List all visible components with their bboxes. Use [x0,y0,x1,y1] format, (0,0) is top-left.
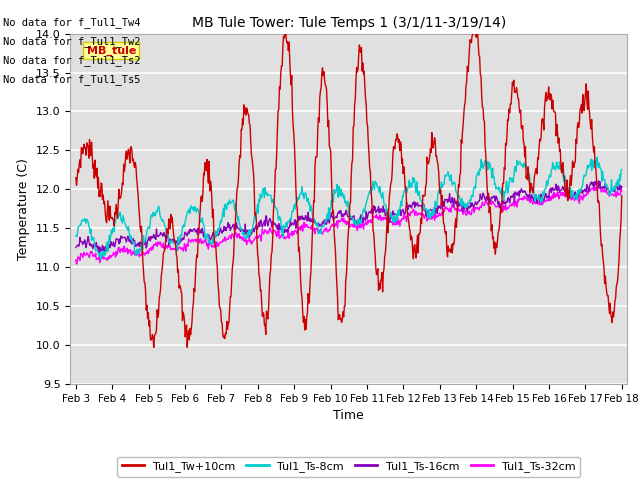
X-axis label: Time: Time [333,409,364,422]
Text: MB_tule: MB_tule [87,45,136,56]
Text: No data for f_Tul1_Ts2: No data for f_Tul1_Ts2 [3,55,141,66]
Text: No data for f_Tul1_Tw4: No data for f_Tul1_Tw4 [3,17,141,28]
Y-axis label: Temperature (C): Temperature (C) [17,158,30,260]
Text: No data for f_Tul1_Ts5: No data for f_Tul1_Ts5 [3,74,141,85]
Legend: Tul1_Tw+10cm, Tul1_Ts-8cm, Tul1_Ts-16cm, Tul1_Ts-32cm: Tul1_Tw+10cm, Tul1_Ts-8cm, Tul1_Ts-16cm,… [118,457,580,477]
Text: No data for f_Tul1_Tw2: No data for f_Tul1_Tw2 [3,36,141,47]
Title: MB Tule Tower: Tule Temps 1 (3/1/11-3/19/14): MB Tule Tower: Tule Temps 1 (3/1/11-3/19… [191,16,506,30]
